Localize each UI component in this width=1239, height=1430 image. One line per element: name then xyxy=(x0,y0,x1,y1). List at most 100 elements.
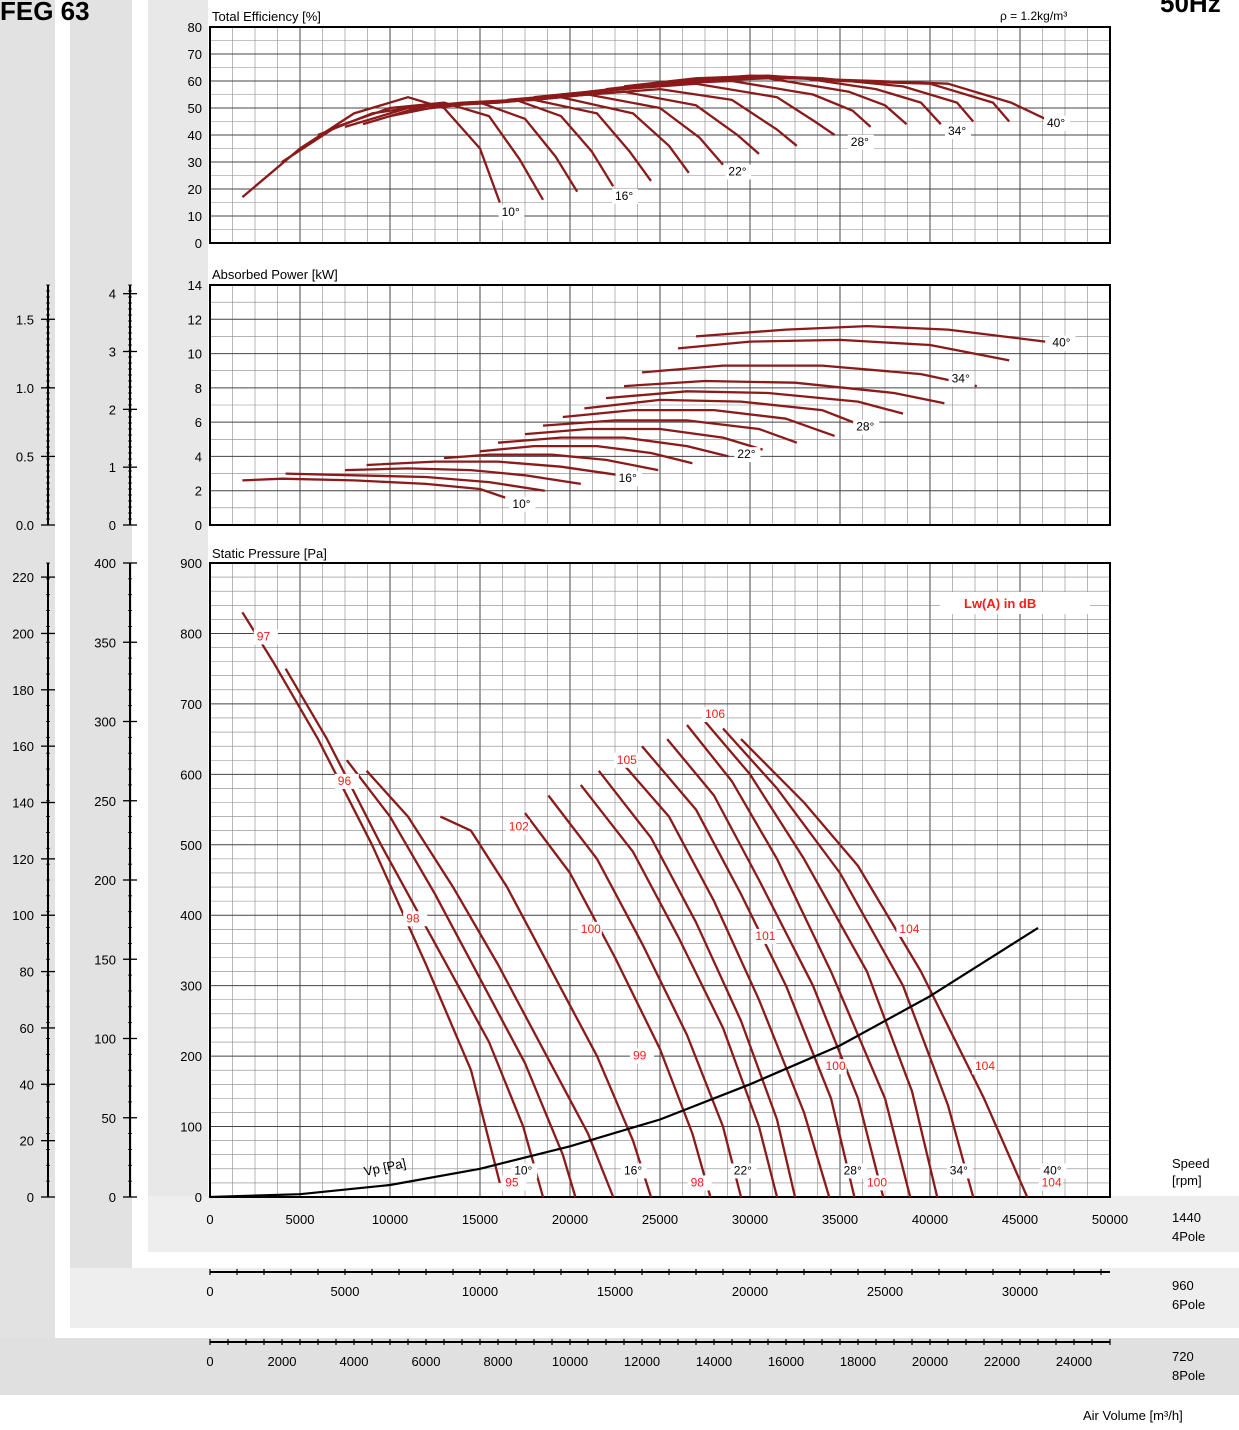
angle-label-bg xyxy=(734,447,761,463)
rpm-960: 960 xyxy=(1172,1278,1194,1293)
db-label-bg xyxy=(630,1048,654,1064)
y-tick-label: 14 xyxy=(188,278,202,293)
speed-label-line2: [rpm] xyxy=(1172,1173,1202,1188)
blade-curve xyxy=(479,87,798,147)
db-label-bg xyxy=(864,1175,888,1191)
pressure-axis-inner-tick-label: 50 xyxy=(102,1111,116,1126)
y-tick-label: 8 xyxy=(195,381,202,396)
blade-curve xyxy=(562,408,835,437)
angle-label: 34° xyxy=(948,124,966,138)
angle-label: 34° xyxy=(952,372,970,386)
x-tick-label: 5000 xyxy=(331,1284,360,1299)
angle-label: 10° xyxy=(502,205,520,219)
band-outer xyxy=(0,0,55,1395)
x-tick-label: 8000 xyxy=(484,1354,513,1369)
x-tick-label: 4000 xyxy=(340,1354,369,1369)
blade-curve xyxy=(524,812,712,1198)
angle-label: 10° xyxy=(514,1163,532,1177)
power-title: Absorbed Power [kW] xyxy=(212,267,338,282)
blade-curve xyxy=(597,770,797,1198)
angle-label-bg xyxy=(509,496,536,512)
pressure-axis-inner-tick-label: 250 xyxy=(94,794,116,809)
power-axis-inner-tick-label: 4 xyxy=(109,287,116,302)
pressure-axis-inner-tick-label: 350 xyxy=(94,635,116,650)
x-tick-label: 10000 xyxy=(372,1212,408,1227)
angle-label: 16° xyxy=(624,1163,642,1177)
db-label: 104 xyxy=(975,1059,995,1073)
db-label-bg xyxy=(896,921,921,937)
angle-label-bg xyxy=(498,205,525,220)
angle-label: 28° xyxy=(856,420,874,434)
x-tick-label: 24000 xyxy=(1056,1354,1092,1369)
angle-label-bg xyxy=(1049,335,1076,351)
blade-curve xyxy=(285,472,545,492)
angle-label: 34° xyxy=(950,1163,968,1177)
x-tick-label: 10000 xyxy=(552,1354,588,1369)
y-tick-label: 10 xyxy=(188,347,202,362)
db-label-bg xyxy=(403,911,428,927)
blade-curve xyxy=(641,364,978,388)
x-tick-label: 22000 xyxy=(984,1354,1020,1369)
y-tick-label: 0 xyxy=(195,236,202,251)
db-label-bg xyxy=(822,1059,847,1075)
db-label-bg xyxy=(253,629,278,645)
db-label: 100 xyxy=(867,1175,887,1189)
y-tick-label: 60 xyxy=(188,74,202,89)
x-tick-label: 15000 xyxy=(462,1212,498,1227)
blade-curve xyxy=(677,338,1010,362)
angle-label-bg xyxy=(853,419,880,435)
x-tick-label: 15000 xyxy=(597,1284,633,1299)
y-tick-label: 30 xyxy=(188,155,202,170)
x-tick-label: 2000 xyxy=(268,1354,297,1369)
x-tick-label: 25000 xyxy=(867,1284,903,1299)
pressure-axis-outer-tick-label: 120 xyxy=(12,852,34,867)
angle-label: 22° xyxy=(737,447,755,461)
pressure-axis-inner-tick-label: 100 xyxy=(94,1032,116,1047)
y-tick-label: 50 xyxy=(188,101,202,116)
band-inner xyxy=(148,0,208,1252)
pressure-axis-outer-tick-label: 80 xyxy=(20,965,34,980)
x-tick-label: 50000 xyxy=(1092,1212,1128,1227)
db-label-bg xyxy=(502,1175,527,1191)
blade-curve xyxy=(242,477,506,499)
power-axis-outer-tick-label: 1.0 xyxy=(16,381,34,396)
y-tick-label: 0 xyxy=(195,518,202,533)
blade-curve xyxy=(344,467,581,486)
row-960-band xyxy=(70,1268,1239,1328)
blade-curve xyxy=(615,755,831,1198)
db-label-bg xyxy=(505,819,530,835)
pressure-axis-outer-tick-label: 100 xyxy=(12,908,34,923)
power-axis-inner-tick-label: 0 xyxy=(109,518,116,533)
pole-6: 6Pole xyxy=(1172,1297,1205,1312)
x-tick-label: 30000 xyxy=(732,1212,768,1227)
pole-4: 4Pole xyxy=(1172,1229,1205,1244)
angle-label-bg xyxy=(730,1163,757,1179)
y-tick-label: 800 xyxy=(180,626,202,641)
angle-label-bg xyxy=(847,134,874,150)
angle-label: 40° xyxy=(1047,116,1065,130)
db-label: 106 xyxy=(705,707,725,721)
x-tick-label: 0 xyxy=(206,1354,213,1369)
blade-curve xyxy=(439,815,653,1198)
angle-label-bg xyxy=(840,1163,867,1179)
band-mid xyxy=(70,0,132,1328)
y-tick-label: 70 xyxy=(188,47,202,62)
angle-label: 28° xyxy=(844,1163,862,1177)
x-tick-label: 20000 xyxy=(732,1284,768,1299)
blade-curve xyxy=(284,668,545,1198)
blade-curve xyxy=(497,436,729,458)
rpm-1440: 1440 xyxy=(1172,1210,1201,1225)
blade-curve xyxy=(722,727,975,1198)
angle-label: 40° xyxy=(1052,336,1070,350)
legend-label: Lw(A) in dB xyxy=(964,596,1036,611)
x-tick-label: 12000 xyxy=(624,1354,660,1369)
pressure-title: Static Pressure [Pa] xyxy=(212,546,327,561)
angle-label-bg xyxy=(612,188,638,204)
pressure-axis-outer-tick-label: 60 xyxy=(20,1021,34,1036)
db-label-bg xyxy=(702,706,726,722)
angle-label: 22° xyxy=(728,165,746,179)
y-tick-label: 0 xyxy=(195,1190,202,1205)
y-tick-label: 4 xyxy=(195,449,202,464)
